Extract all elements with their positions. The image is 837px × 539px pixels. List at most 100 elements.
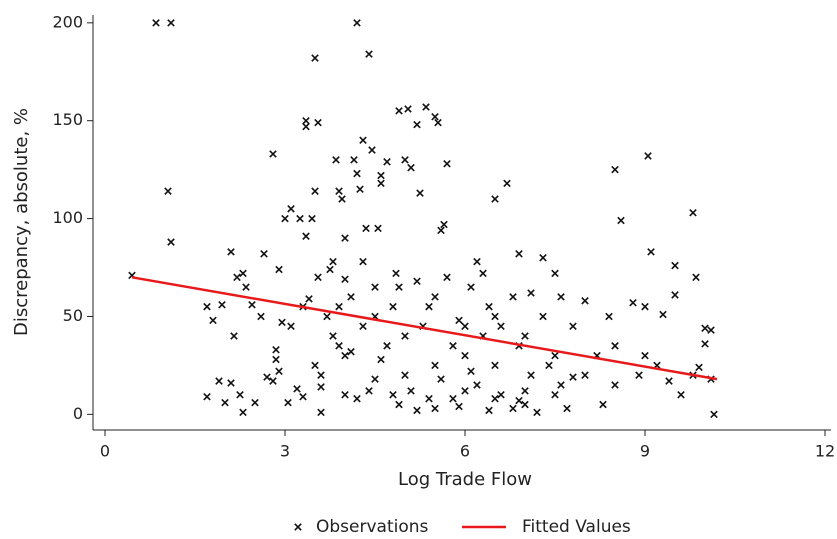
marker: [215, 377, 223, 385]
marker: [491, 361, 499, 370]
marker: [203, 392, 211, 401]
marker: [677, 390, 685, 399]
marker: [341, 351, 349, 360]
marker: [395, 283, 403, 291]
marker: [296, 214, 304, 223]
marker: [659, 310, 667, 319]
marker: [275, 367, 283, 376]
marker: [203, 302, 211, 311]
marker: [152, 19, 160, 27]
marker: [326, 265, 334, 274]
legend-label: Fitted Values: [522, 517, 631, 537]
marker: [227, 248, 235, 256]
marker: [275, 265, 283, 274]
marker: [485, 406, 493, 415]
marker: [272, 345, 280, 354]
marker: [443, 273, 451, 282]
marker: [689, 208, 697, 217]
marker: [521, 332, 529, 340]
marker: [350, 156, 358, 164]
marker: [695, 363, 703, 372]
fitted-line: [131, 276, 718, 381]
marker: [272, 355, 280, 364]
marker: [335, 302, 343, 311]
y-tick-label: 200: [52, 12, 83, 31]
marker: [449, 342, 457, 350]
marker: [221, 398, 229, 407]
marker: [353, 169, 361, 178]
marker: [407, 387, 415, 395]
marker: [365, 50, 373, 58]
marker: [341, 234, 349, 242]
marker: [509, 293, 517, 301]
marker: [311, 361, 319, 370]
marker: [701, 340, 709, 348]
marker: [257, 312, 265, 321]
marker: [434, 118, 442, 127]
marker: [209, 316, 217, 325]
x-axis-label: Log Trade Flow: [398, 469, 532, 490]
marker: [473, 381, 481, 389]
marker: [401, 371, 409, 379]
marker: [317, 408, 325, 417]
marker: [551, 269, 559, 278]
marker: [467, 283, 475, 291]
marker: [569, 322, 577, 331]
marker: [491, 394, 499, 403]
marker: [353, 19, 361, 27]
marker: [329, 257, 337, 266]
marker: [353, 394, 361, 403]
marker: [374, 224, 382, 233]
marker: [335, 342, 343, 350]
marker: [248, 300, 256, 309]
marker: [284, 398, 292, 407]
marker: [449, 394, 457, 403]
marker: [287, 205, 295, 213]
marker: [503, 179, 511, 188]
marker: [323, 312, 331, 321]
marker: [233, 273, 241, 282]
x-tick-label: 3: [280, 442, 290, 461]
marker: [539, 253, 547, 262]
marker: [521, 387, 529, 395]
marker: [299, 392, 307, 401]
marker: [455, 316, 463, 325]
marker: [533, 408, 541, 417]
marker: [647, 248, 655, 256]
marker: [461, 387, 469, 395]
marker: [401, 332, 409, 340]
marker: [359, 136, 367, 145]
marker: [635, 371, 643, 379]
marker: [641, 351, 649, 360]
marker: [302, 232, 310, 240]
marker: [293, 385, 301, 393]
marker: [413, 277, 421, 285]
marker: [527, 371, 535, 379]
marker: [263, 373, 271, 381]
marker: [497, 322, 505, 331]
marker: [599, 400, 607, 409]
marker: [347, 293, 355, 301]
marker: [629, 298, 637, 307]
marker: [329, 332, 337, 340]
x-tick-label: 0: [100, 442, 110, 461]
marker: [338, 195, 346, 203]
marker: [314, 273, 322, 282]
marker: [437, 226, 445, 235]
marker: [461, 351, 469, 360]
marker: [389, 302, 397, 311]
marker: [671, 261, 679, 270]
marker: [401, 156, 409, 164]
marker: [461, 322, 469, 331]
marker: [332, 156, 340, 164]
marker: [611, 165, 619, 174]
x-tick-label: 9: [640, 442, 650, 461]
marker: [425, 302, 433, 311]
marker: [167, 19, 175, 27]
marker: [335, 187, 343, 195]
marker: [269, 377, 277, 385]
marker: [437, 375, 445, 383]
marker: [422, 103, 430, 111]
marker: [218, 300, 226, 309]
marker: [311, 54, 319, 62]
